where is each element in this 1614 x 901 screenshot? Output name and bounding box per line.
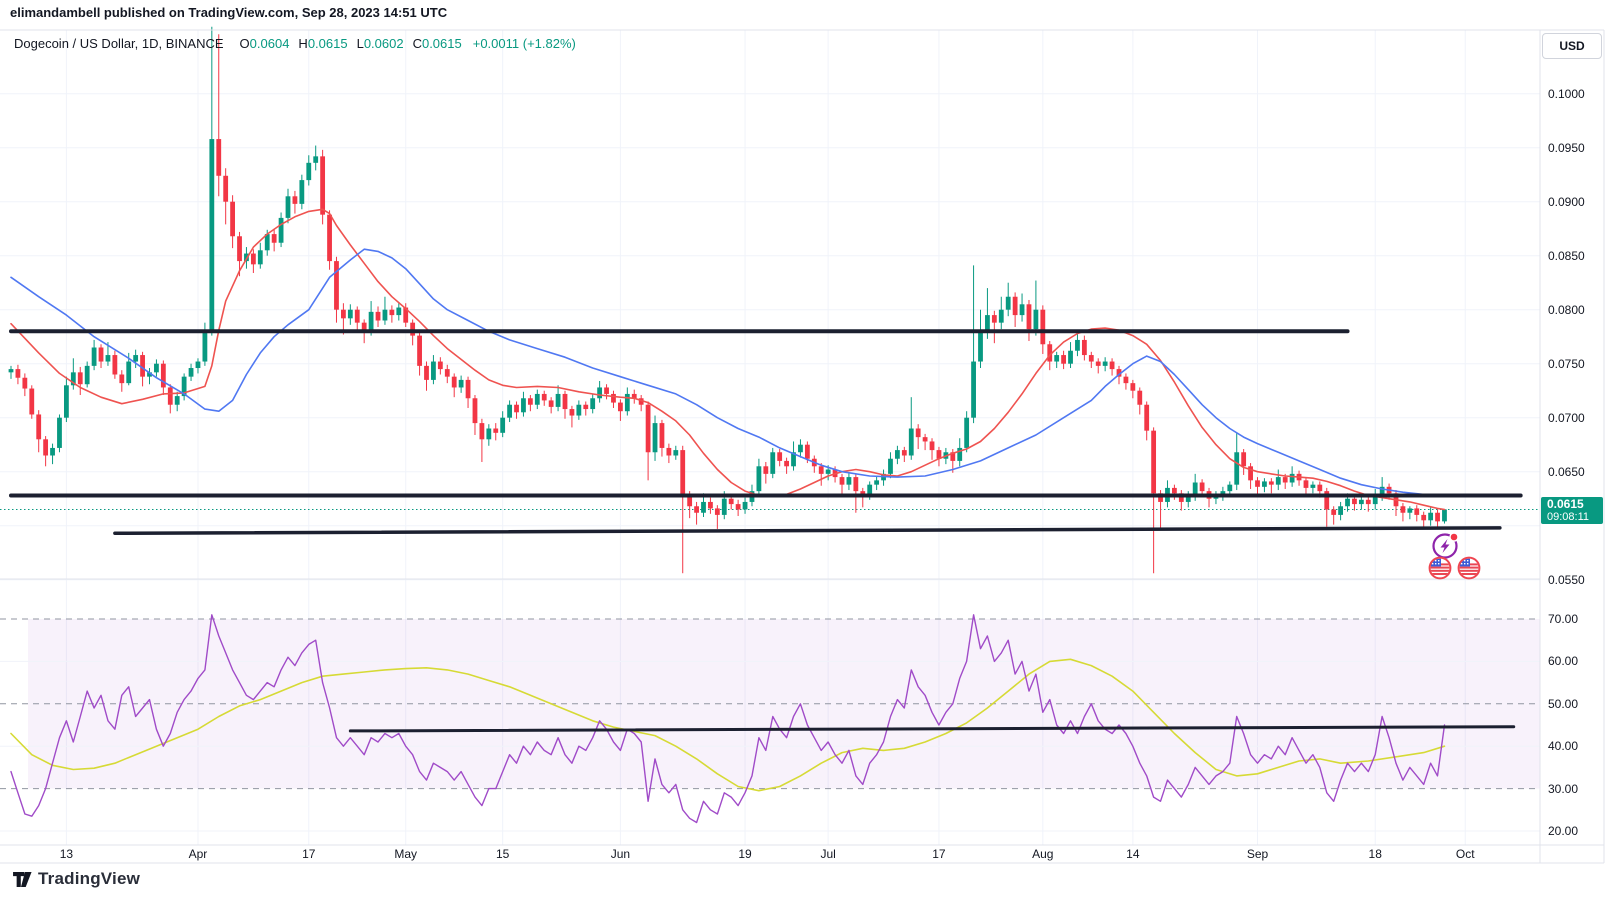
last-price-value: 0.0615 <box>1547 497 1584 511</box>
us-event-flag-icon[interactable] <box>1457 556 1481 580</box>
legend-ohlc-value: 0.0615 <box>307 36 348 51</box>
rsi-axis-label: 70.00 <box>1548 612 1579 626</box>
attribution-header: elimandambell published on TradingView.c… <box>10 5 448 20</box>
time-axis-label: 14 <box>1126 847 1140 861</box>
symbol-title[interactable]: Dogecoin / US Dollar, 1D, BINANCE <box>14 36 224 51</box>
time-axis-label: 17 <box>932 847 946 861</box>
legend-ohlc-value: 0.0615 <box>421 36 462 51</box>
rsi-axis-label: 50.00 <box>1548 696 1579 711</box>
time-axis-label: Sep <box>1246 847 1269 861</box>
legend-ohlc: O0.0604 H0.0615 L0.0602 C0.0615 <box>240 36 471 51</box>
price-axis-label: 0.0800 <box>1548 302 1585 317</box>
price-axis-label: 0.0900 <box>1548 194 1585 209</box>
legend-ohlc-value: 0.0604 <box>249 36 290 51</box>
price-axis-label: 0.0950 <box>1548 140 1585 155</box>
time-axis-label: 19 <box>738 847 752 861</box>
legend-change: +0.0011 (+1.82%) <box>472 36 576 51</box>
time-axis-label: May <box>394 847 418 861</box>
lightning-alert-icon[interactable] <box>1432 532 1459 559</box>
bar-countdown: 09:08:11 <box>1547 511 1590 523</box>
time-axis-label: 18 <box>1368 847 1382 861</box>
time-axis-label: Jun <box>610 847 631 861</box>
rsi-axis-label: 60.00 <box>1548 654 1579 669</box>
last-price-badge: 0.0615 09:08:11 <box>1541 497 1603 524</box>
legend-ohlc-label: C <box>412 36 422 51</box>
time-axis-label: Oct <box>1455 847 1475 861</box>
us-event-flag-icon[interactable] <box>1428 556 1452 580</box>
time-axis-label: 17 <box>302 847 316 861</box>
legend-ohlc-label: O <box>239 36 250 51</box>
symbol-legend: Dogecoin / US Dollar, 1D, BINANCE O0.0604… <box>14 36 576 51</box>
time-axis-label: Apr <box>188 847 208 861</box>
tradingview-logo-text: TradingView <box>38 869 141 888</box>
price-axis-label: 0.0750 <box>1548 356 1585 371</box>
tradingview-logo[interactable]: TradingView <box>13 869 140 889</box>
time-axis-label: 15 <box>495 847 510 861</box>
time-axis-label: 13 <box>59 847 74 861</box>
price-axis-label: 0.1000 <box>1548 86 1585 101</box>
tradingview-logo-icon <box>13 871 32 887</box>
price-axis-label: 0.0650 <box>1548 464 1585 479</box>
legend-ohlc-label: H <box>298 36 308 51</box>
legend-ohlc-label: L <box>356 36 364 51</box>
price-axis-label: 0.0550 <box>1548 572 1585 587</box>
rsi-axis-label: 30.00 <box>1548 781 1579 796</box>
rsi-axis-label: 40.00 <box>1548 739 1579 754</box>
time-axis-label: Jul <box>820 847 836 861</box>
time-axis-label: Aug <box>1032 847 1054 861</box>
price-axis-label: 0.0700 <box>1548 410 1585 425</box>
rsi-axis-label: 20.00 <box>1548 824 1579 838</box>
legend-ohlc-value: 0.0602 <box>363 36 404 51</box>
currency-toggle-button[interactable]: USD <box>1542 33 1602 59</box>
price-axis-label: 0.0850 <box>1548 248 1585 263</box>
